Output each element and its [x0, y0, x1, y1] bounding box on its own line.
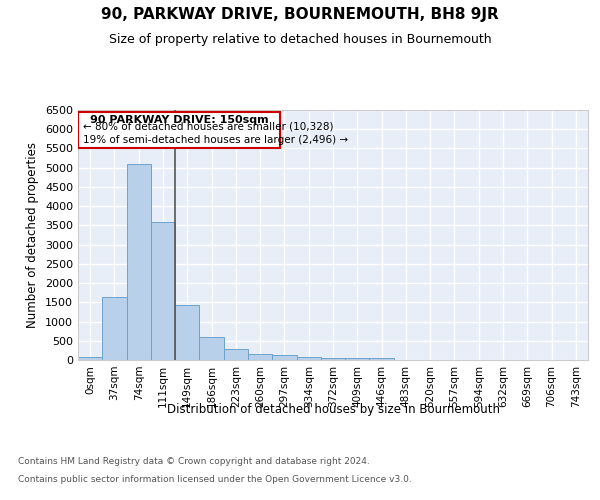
Bar — [199, 338, 224, 360]
Bar — [345, 358, 370, 360]
Text: Contains HM Land Registry data © Crown copyright and database right 2024.: Contains HM Land Registry data © Crown c… — [18, 458, 370, 466]
Bar — [224, 348, 248, 360]
Text: Size of property relative to detached houses in Bournemouth: Size of property relative to detached ho… — [109, 32, 491, 46]
Bar — [296, 357, 321, 360]
Text: Contains public sector information licensed under the Open Government Licence v3: Contains public sector information licen… — [18, 475, 412, 484]
Bar — [248, 354, 272, 360]
Bar — [78, 357, 102, 360]
Text: ← 80% of detached houses are smaller (10,328): ← 80% of detached houses are smaller (10… — [83, 122, 334, 132]
Text: 19% of semi-detached houses are larger (2,496) →: 19% of semi-detached houses are larger (… — [83, 135, 349, 145]
Bar — [151, 222, 175, 360]
Text: Distribution of detached houses by size in Bournemouth: Distribution of detached houses by size … — [167, 402, 500, 415]
Text: 90 PARKWAY DRIVE: 150sqm: 90 PARKWAY DRIVE: 150sqm — [90, 116, 268, 126]
Bar — [127, 164, 151, 360]
Bar — [370, 358, 394, 360]
Bar — [272, 356, 296, 360]
Y-axis label: Number of detached properties: Number of detached properties — [26, 142, 40, 328]
Text: 90, PARKWAY DRIVE, BOURNEMOUTH, BH8 9JR: 90, PARKWAY DRIVE, BOURNEMOUTH, BH8 9JR — [101, 8, 499, 22]
Bar — [321, 358, 345, 360]
Bar — [79, 112, 280, 148]
Bar — [175, 306, 199, 360]
Bar — [102, 296, 127, 360]
